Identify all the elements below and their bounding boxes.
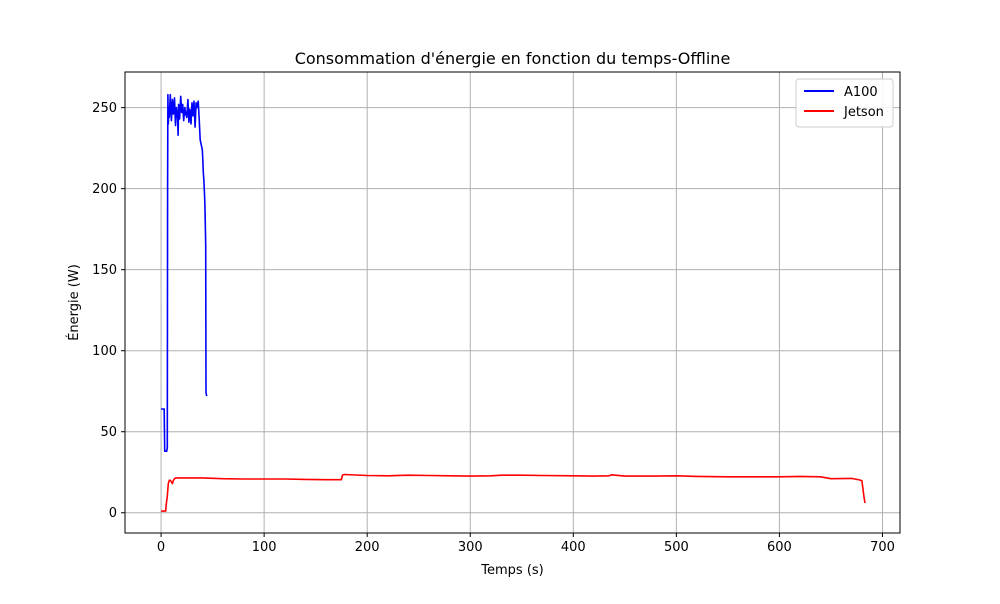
chart-title: Consommation d'énergie en fonction du te…: [295, 49, 731, 68]
plot-frame: [124, 71, 901, 534]
y-axis-label: Énergie (W): [66, 264, 82, 341]
y-tick-label: 250: [92, 101, 117, 116]
legend-label-a100: A100: [844, 85, 878, 100]
x-tick-label: 200: [355, 540, 380, 555]
y-tick-label: 100: [92, 344, 117, 359]
x-tick-label: 0: [157, 540, 165, 555]
series-layer: [161, 93, 866, 512]
x-tick-label: 400: [561, 540, 586, 555]
series-line-jetson: [161, 473, 866, 512]
x-tick-label: 100: [252, 540, 277, 555]
x-axis-label: Temps (s): [480, 563, 543, 578]
x-tick-label: 500: [664, 540, 689, 555]
legend-label-jetson: Jetson: [843, 105, 884, 120]
series-line-a100: [161, 93, 208, 453]
x-tick-label: 700: [870, 540, 895, 555]
y-tick-label: 50: [100, 425, 117, 440]
grid-lines: [125, 72, 900, 533]
y-tick-label: 150: [92, 263, 117, 278]
axis-ticks: 0 100 200 300 400 500 600 700 0 50 100 150 200 250: [92, 101, 895, 555]
x-tick-label: 300: [458, 540, 483, 555]
x-tick-label: 600: [767, 540, 792, 555]
y-tick-label: 200: [92, 182, 117, 197]
y-tick-label: 0: [109, 506, 117, 521]
legend: A100 Jetson: [795, 78, 894, 128]
